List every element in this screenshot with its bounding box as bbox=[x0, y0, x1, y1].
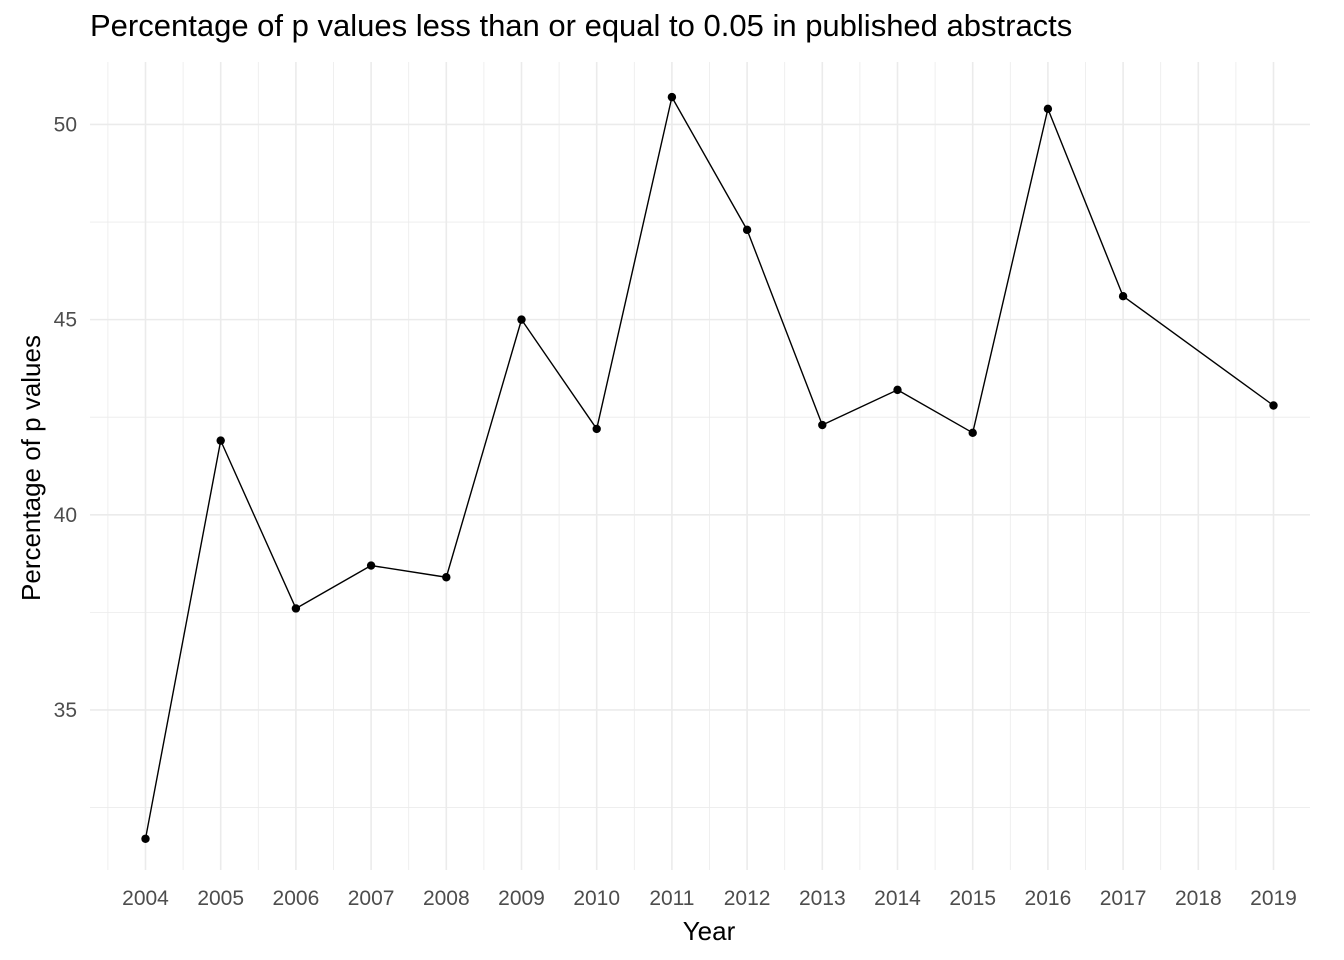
y-tick-labels: 35 40 45 50 bbox=[54, 113, 77, 722]
data-point bbox=[216, 436, 225, 445]
x-tick-labels: 2004 2005 2006 2007 2008 2009 2010 2011 2012 2013… bbox=[122, 887, 1297, 910]
x-tick-label: 2012 bbox=[724, 887, 771, 910]
x-tick-label: 2011 bbox=[649, 887, 694, 910]
grid-minor bbox=[90, 62, 1310, 870]
data-point bbox=[141, 834, 150, 843]
x-tick-label: 2004 bbox=[122, 887, 169, 910]
x-tick-label: 2010 bbox=[573, 887, 620, 910]
data-point bbox=[893, 385, 902, 395]
grid-major bbox=[90, 62, 1310, 870]
x-tick-label: 2014 bbox=[874, 887, 921, 910]
y-tick-label: 50 bbox=[54, 113, 77, 136]
x-tick-label: 2005 bbox=[197, 887, 244, 910]
y-axis-title: Percentage of p values bbox=[16, 335, 46, 601]
data-point bbox=[1118, 292, 1128, 301]
data-point bbox=[517, 315, 526, 324]
x-tick-label: 2019 bbox=[1250, 887, 1297, 910]
x-tick-label: 2006 bbox=[273, 887, 320, 910]
data-point bbox=[366, 561, 376, 570]
y-tick-label: 35 bbox=[54, 699, 77, 722]
x-tick-label: 2007 bbox=[348, 887, 395, 910]
data-point bbox=[1269, 401, 1278, 410]
chart-title: Percentage of p values less than or equa… bbox=[90, 8, 1073, 43]
y-tick-label: 40 bbox=[54, 504, 77, 527]
x-axis-title: Year bbox=[683, 916, 736, 946]
data-point bbox=[667, 92, 677, 102]
x-tick-label: 2009 bbox=[498, 887, 545, 910]
data-point bbox=[1043, 104, 1053, 114]
data-point bbox=[592, 424, 601, 434]
data-point bbox=[818, 420, 827, 430]
x-tick-label: 2013 bbox=[799, 887, 846, 910]
data-point bbox=[291, 604, 301, 613]
x-tick-label: 2018 bbox=[1175, 887, 1222, 910]
x-tick-label: 2015 bbox=[949, 887, 996, 910]
data-points bbox=[141, 92, 1278, 843]
x-tick-label: 2008 bbox=[423, 887, 470, 910]
y-tick-label: 45 bbox=[54, 309, 77, 332]
data-point bbox=[442, 573, 451, 582]
data-point bbox=[742, 225, 752, 235]
x-tick-label: 2017 bbox=[1100, 887, 1147, 910]
x-tick-label: 2016 bbox=[1025, 887, 1072, 910]
data-point bbox=[968, 428, 977, 438]
